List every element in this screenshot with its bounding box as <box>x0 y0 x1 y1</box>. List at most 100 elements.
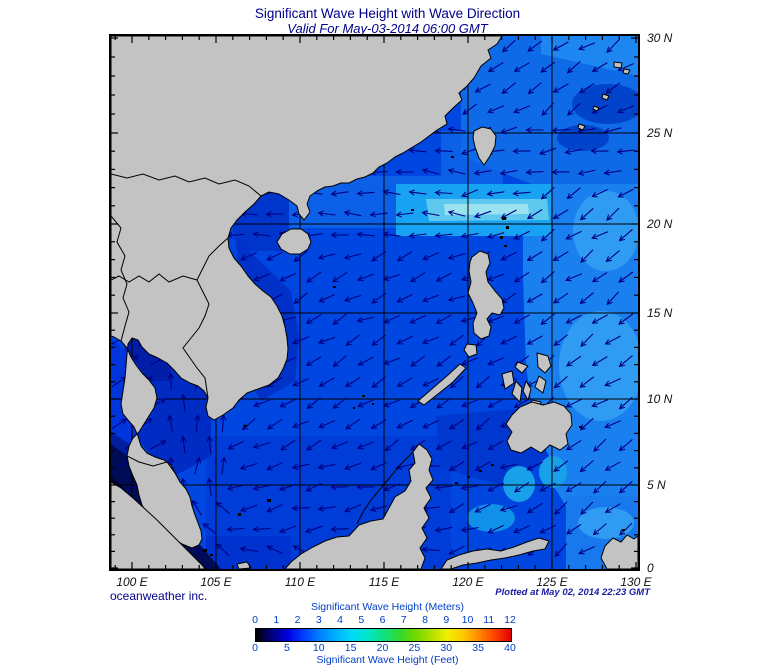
wave-arrow <box>590 147 609 155</box>
wave-arrow <box>447 210 466 217</box>
wave-arrow <box>343 462 362 471</box>
wave-arrow <box>252 442 271 450</box>
wave-arrow <box>396 335 413 345</box>
wave-arrow <box>408 232 427 239</box>
wave-arrow <box>513 105 531 114</box>
wave-arrow <box>461 357 479 366</box>
wave-arrow <box>220 456 227 475</box>
wave-arrow <box>111 461 128 471</box>
wave-arrow <box>422 377 439 387</box>
wave-arrow <box>566 60 581 74</box>
wave-arrow <box>447 126 466 133</box>
wave-arrow <box>552 41 569 51</box>
wave-arrow <box>461 189 479 198</box>
wave-arrow <box>220 414 227 433</box>
wave-arrow <box>473 210 492 219</box>
wave-arrow <box>332 313 348 326</box>
wave-arrow <box>539 482 556 492</box>
legend-feet-tick: 30 <box>440 642 453 654</box>
legend-feet-tick: 5 <box>283 642 290 654</box>
island-leyte <box>534 375 547 394</box>
wave-arrow <box>306 271 322 283</box>
wave-arrow <box>616 148 635 155</box>
border-china-vietnam <box>111 173 262 197</box>
wave-arrow <box>487 62 504 73</box>
legend-feet-tick: 15 <box>344 642 357 654</box>
wave-arrow <box>252 484 271 491</box>
wave-arrow <box>591 314 608 324</box>
wave-arrow <box>604 377 622 387</box>
wave-arrow <box>252 526 271 533</box>
wave-arrow <box>434 147 453 154</box>
wave-arrow <box>487 524 504 534</box>
wave-arrow <box>357 273 375 282</box>
wave-arrow <box>565 398 582 408</box>
wave-arrow <box>605 82 621 94</box>
wave-arrow <box>318 420 336 429</box>
wave-arrow <box>461 399 479 408</box>
wave-arrow <box>167 414 174 433</box>
wave-arrow <box>447 295 466 302</box>
wave-arrow <box>194 414 201 433</box>
wave-arrow <box>383 483 401 492</box>
wave-arrow <box>331 441 349 450</box>
wave-arrow <box>525 169 544 176</box>
wave-arrow <box>343 253 362 260</box>
wave-arrow <box>540 270 555 284</box>
wave-arrow <box>409 271 426 283</box>
wave-arrow <box>617 188 634 198</box>
wave-arrow <box>180 393 187 412</box>
wave-arrow <box>486 232 505 240</box>
wave-arrow <box>317 210 336 217</box>
wave-arrow <box>591 231 609 240</box>
wave-arrow <box>578 83 595 94</box>
wave-arrow <box>343 210 362 217</box>
wave-arrow <box>331 271 348 283</box>
wave-arrow <box>266 503 283 513</box>
legend-meters-tick: 3 <box>315 614 322 626</box>
wave-arrow <box>513 481 530 493</box>
ryukyu-islands <box>577 61 631 131</box>
wave-arrow <box>293 250 308 263</box>
wave-arrow <box>369 211 388 218</box>
wave-arrow <box>344 377 361 388</box>
wave-arrow <box>206 435 213 454</box>
border-malaysia-thailand <box>126 455 176 474</box>
wave-arrow <box>460 232 479 239</box>
wave-arrow <box>305 314 322 325</box>
wave-arrow <box>605 250 620 263</box>
wave-arrow <box>579 207 594 221</box>
legend-meters-tick: 6 <box>379 614 386 626</box>
wave-arrow <box>111 418 128 430</box>
wave-arrow <box>395 168 414 175</box>
wave-arrow <box>239 546 258 553</box>
legend-meters-tick: 1 <box>273 614 280 626</box>
legend-title-feet: Significant Wave Height (Feet) <box>316 654 459 665</box>
wave-arrow <box>499 463 518 470</box>
wave-arrow <box>266 462 284 471</box>
wave-arrow <box>554 543 568 558</box>
x-axis-label: 125 E <box>536 575 568 589</box>
wave-arrow <box>279 398 296 408</box>
island-halmahera <box>600 534 638 569</box>
wave-arrow <box>513 398 530 408</box>
wave-arrow <box>382 357 401 366</box>
wave-arrow <box>551 127 570 134</box>
wave-arrow <box>513 525 531 534</box>
border-borneo-interior <box>356 451 414 525</box>
wave-arrow <box>227 440 244 450</box>
wave-arrow <box>513 230 530 240</box>
credit-text: oceanweather inc. <box>110 589 208 603</box>
wave-arrow <box>278 483 297 492</box>
wave-arrow <box>343 294 362 303</box>
land-layer <box>111 36 638 569</box>
wave-arrow <box>578 42 596 51</box>
wave-arrow <box>396 377 413 387</box>
island-mindanao <box>505 401 573 454</box>
x-axis-label: 110 E <box>284 575 316 589</box>
wave-arrow <box>553 460 569 472</box>
wave-arrow <box>566 355 582 367</box>
legend-meters-tick: 8 <box>422 614 428 626</box>
wave-arrow <box>318 293 336 303</box>
wave-arrow <box>526 251 543 262</box>
